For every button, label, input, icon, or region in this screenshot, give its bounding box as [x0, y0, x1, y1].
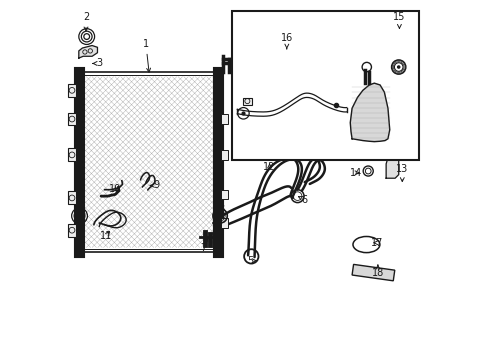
Text: 15: 15: [392, 12, 405, 28]
Bar: [221, 190, 227, 199]
Bar: [221, 114, 227, 124]
Text: 12: 12: [263, 162, 275, 172]
Text: 14: 14: [349, 168, 361, 178]
Bar: [68, 148, 76, 161]
Bar: [231, 12, 418, 160]
Bar: [221, 219, 227, 228]
Circle shape: [396, 65, 400, 69]
Polygon shape: [349, 83, 389, 141]
Text: 7: 7: [200, 237, 207, 253]
Bar: [243, 98, 251, 105]
Text: 18: 18: [371, 265, 383, 278]
Bar: [68, 192, 76, 204]
Text: 3: 3: [93, 58, 102, 68]
Text: 8: 8: [218, 204, 224, 220]
Text: 16: 16: [280, 33, 292, 49]
Text: 1: 1: [142, 39, 150, 72]
Bar: [68, 224, 76, 237]
Text: 17: 17: [370, 238, 383, 248]
Bar: [351, 264, 394, 281]
Text: 2: 2: [82, 12, 89, 31]
Text: 5: 5: [246, 256, 256, 266]
Text: 10: 10: [108, 184, 121, 194]
Text: 13: 13: [395, 164, 407, 181]
Bar: [221, 150, 227, 159]
Text: 9: 9: [150, 180, 160, 190]
Bar: [68, 84, 76, 97]
Bar: [68, 113, 76, 126]
Text: 11: 11: [100, 231, 112, 240]
Polygon shape: [79, 45, 97, 58]
Text: 4: 4: [75, 225, 81, 240]
Text: 6: 6: [298, 195, 307, 205]
Polygon shape: [386, 159, 398, 178]
